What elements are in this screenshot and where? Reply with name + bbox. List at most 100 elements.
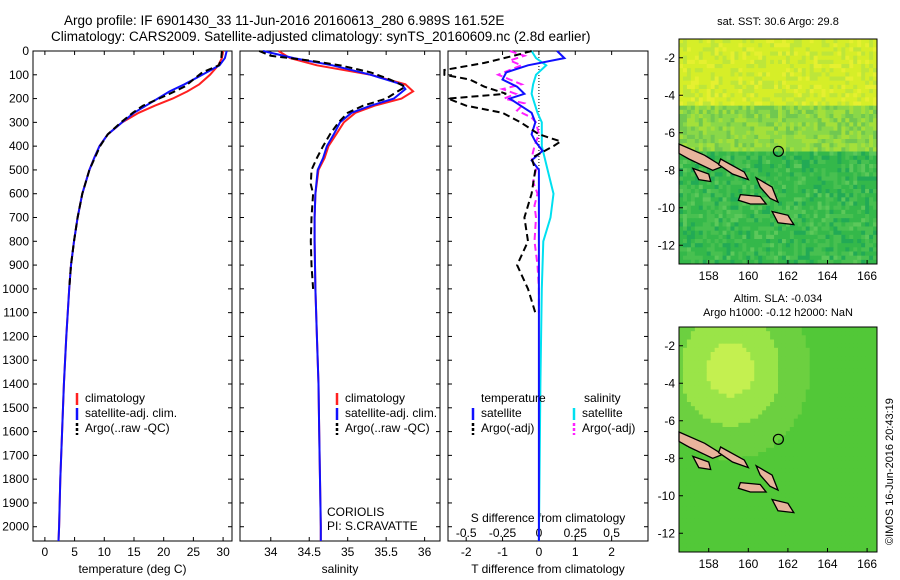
map-cell — [797, 109, 803, 115]
map-cell — [821, 247, 826, 252]
map-cell — [837, 259, 842, 265]
map-cell — [702, 335, 708, 340]
map-cell — [738, 189, 743, 194]
map-cell — [801, 134, 807, 140]
map-cell — [750, 464, 755, 470]
map-cell — [785, 422, 791, 428]
map-cell — [710, 184, 716, 190]
map-cell — [781, 468, 787, 474]
map-cell — [781, 184, 787, 190]
map-cell — [845, 97, 850, 102]
map-cell — [821, 201, 826, 207]
map-cell — [694, 47, 700, 52]
map-cell — [754, 143, 759, 148]
map-cell — [718, 214, 723, 219]
map-cell — [813, 485, 818, 490]
map-cell — [869, 481, 874, 486]
map-cell — [781, 134, 787, 140]
map-cell — [738, 352, 743, 357]
map-cell — [679, 477, 684, 482]
map-cell — [730, 385, 735, 390]
map-cell — [714, 385, 719, 390]
map-cell — [770, 101, 775, 107]
map-cell — [781, 389, 787, 395]
map-cell — [821, 43, 826, 48]
map-cell — [785, 452, 791, 457]
map-cell — [750, 247, 755, 252]
map-cell — [833, 151, 838, 157]
map-cell — [770, 159, 775, 165]
map-cell — [758, 481, 763, 486]
map-cell — [837, 84, 842, 90]
map-cell — [809, 234, 815, 240]
map-cell — [774, 222, 779, 227]
map-cell — [778, 481, 783, 486]
map-cell — [825, 105, 830, 111]
map-cell — [845, 84, 850, 90]
map-cell — [813, 55, 818, 61]
map-cell — [849, 443, 854, 449]
map-cell — [679, 180, 684, 186]
map-cell — [742, 64, 747, 69]
map-cell — [698, 402, 704, 407]
map-cell — [730, 209, 735, 215]
map-cell — [857, 368, 862, 374]
map-cell — [722, 134, 727, 140]
map-cell — [865, 151, 870, 157]
map-cell — [730, 410, 735, 415]
map-cell — [706, 47, 712, 52]
island-shape — [737, 193, 768, 205]
map-cell — [770, 489, 775, 495]
map-cell — [833, 55, 838, 61]
map-cell — [853, 381, 858, 386]
map-cell — [785, 126, 791, 132]
map-cell — [861, 68, 866, 73]
map-cell — [813, 427, 818, 432]
map-cell — [738, 464, 743, 470]
map-cell — [857, 105, 862, 111]
map-cell — [758, 143, 763, 148]
map-cell — [754, 335, 759, 340]
map-cell — [766, 222, 771, 227]
map-cell — [865, 234, 870, 240]
map-cell — [679, 360, 684, 365]
map-cell — [865, 122, 870, 127]
map-cell — [821, 147, 826, 152]
map-cell — [694, 176, 700, 182]
map-cell — [849, 97, 854, 102]
map-cell — [829, 114, 834, 119]
map-cell — [829, 414, 834, 420]
map-cell — [762, 226, 767, 232]
map-cell — [706, 139, 712, 144]
map-cell — [833, 472, 838, 478]
map-cell — [730, 72, 735, 77]
map-cell — [845, 247, 850, 252]
map-cell — [686, 201, 692, 207]
map-cell — [714, 122, 719, 127]
map-cell — [833, 251, 838, 257]
map-cell — [857, 335, 862, 340]
map-cell — [758, 218, 763, 223]
map-cell — [738, 443, 743, 449]
map-cell — [845, 134, 850, 140]
map-cell — [841, 193, 846, 198]
map-cell — [833, 339, 838, 345]
map-cell — [873, 189, 878, 194]
map-cell — [690, 226, 696, 232]
map-cell — [861, 130, 866, 136]
map-cell — [698, 481, 704, 486]
map-cell — [730, 431, 735, 436]
map-cell — [813, 352, 818, 357]
map-cell — [849, 84, 854, 90]
map-cell — [833, 184, 838, 190]
map-cell — [682, 126, 688, 132]
map-cell — [698, 343, 704, 349]
map-cell — [805, 109, 811, 115]
map-cell — [813, 180, 818, 186]
map-cell — [694, 247, 700, 252]
map-cell — [774, 118, 779, 123]
map-cell — [789, 214, 795, 219]
map-cell — [734, 327, 739, 332]
map-y-tick-label: -6 — [664, 126, 675, 140]
map-cell — [778, 352, 783, 357]
